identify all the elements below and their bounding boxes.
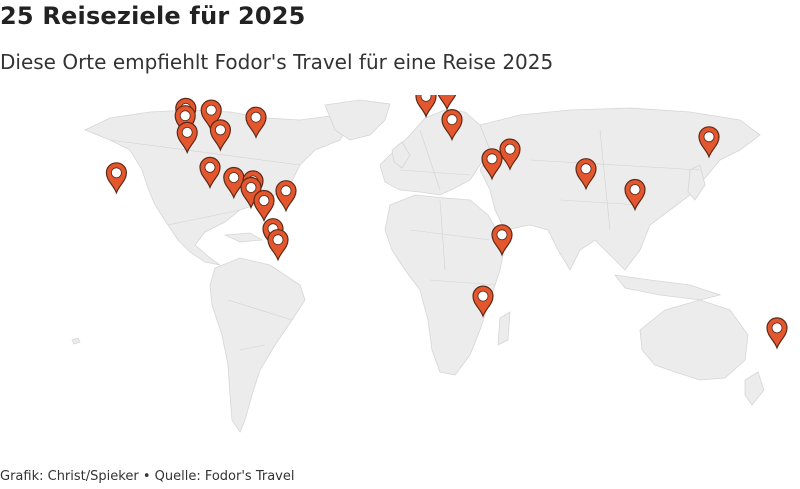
map-subtitle: Diese Orte empfiehlt Fodor's Travel für … [0, 50, 554, 74]
pin-center-dot [179, 110, 191, 122]
pin-center-dot [703, 131, 715, 143]
pin-center-dot [250, 111, 262, 123]
pin-center-dot [629, 184, 641, 195]
pin-center-dot [111, 167, 122, 179]
pin-center-dot [228, 172, 240, 183]
location-pin-denmark[interactable] [437, 95, 457, 111]
location-pin-colorado[interactable] [209, 119, 231, 152]
separator-dot: • [142, 469, 151, 484]
pin-center-dot [272, 234, 284, 246]
border-layer [109, 129, 701, 351]
pin-center-dot [245, 182, 257, 193]
pin-center-dot [771, 322, 783, 334]
location-pin-hawaii[interactable] [105, 162, 128, 195]
location-pin-italy[interactable] [441, 109, 463, 142]
credit-text: Grafik: Christ/Spieker [0, 469, 139, 484]
land-layer [71, 99, 765, 433]
pin-center-dot [181, 126, 193, 138]
location-pin-england[interactable] [415, 95, 437, 119]
pin-center-dot [446, 114, 458, 126]
pin-center-dot [205, 104, 217, 116]
pin-marker-icon [415, 95, 437, 119]
location-pin-peru[interactable] [267, 229, 289, 262]
location-pin-new-zealand[interactable] [766, 317, 788, 350]
location-pin-india[interactable] [575, 158, 597, 191]
footer: Grafik: Christ/Spieker • Quelle: Fodor's… [0, 469, 294, 484]
location-pin-montana[interactable] [200, 99, 222, 132]
pin-center-dot [496, 229, 508, 241]
pin-center-dot [214, 124, 226, 136]
pin-marker-icon [437, 95, 457, 111]
location-pin-baja-california[interactable] [199, 156, 221, 190]
location-pin-great-lakes[interactable] [245, 106, 267, 139]
world-map [71, 95, 788, 433]
location-pin-san-francisco[interactable] [176, 121, 198, 155]
location-pin-costa-rica[interactable] [253, 189, 275, 223]
map-title: 25 Reiseziele für 2025 [0, 2, 306, 30]
location-pin-japan[interactable] [698, 126, 720, 159]
pin-center-dot [504, 143, 516, 155]
location-pin-south-africa[interactable] [472, 285, 494, 318]
pin-center-dot [486, 153, 498, 165]
location-pin-egypt[interactable] [481, 148, 503, 181]
location-pin-oregon[interactable] [174, 105, 196, 138]
location-pin-jordan[interactable] [499, 138, 521, 171]
pin-center-dot [204, 161, 216, 173]
pin-center-dot [477, 290, 489, 302]
pin-center-dot [280, 185, 292, 197]
pin-center-dot [258, 195, 270, 206]
pin-center-dot [420, 95, 432, 102]
source-text: Quelle: Fodor's Travel [154, 469, 295, 484]
pin-layer [105, 95, 788, 350]
pin-center-dot [580, 163, 592, 175]
location-pin-thailand[interactable] [624, 178, 646, 212]
location-pin-caribbean[interactable] [275, 180, 297, 213]
location-pin-tanzania[interactable] [491, 224, 513, 257]
